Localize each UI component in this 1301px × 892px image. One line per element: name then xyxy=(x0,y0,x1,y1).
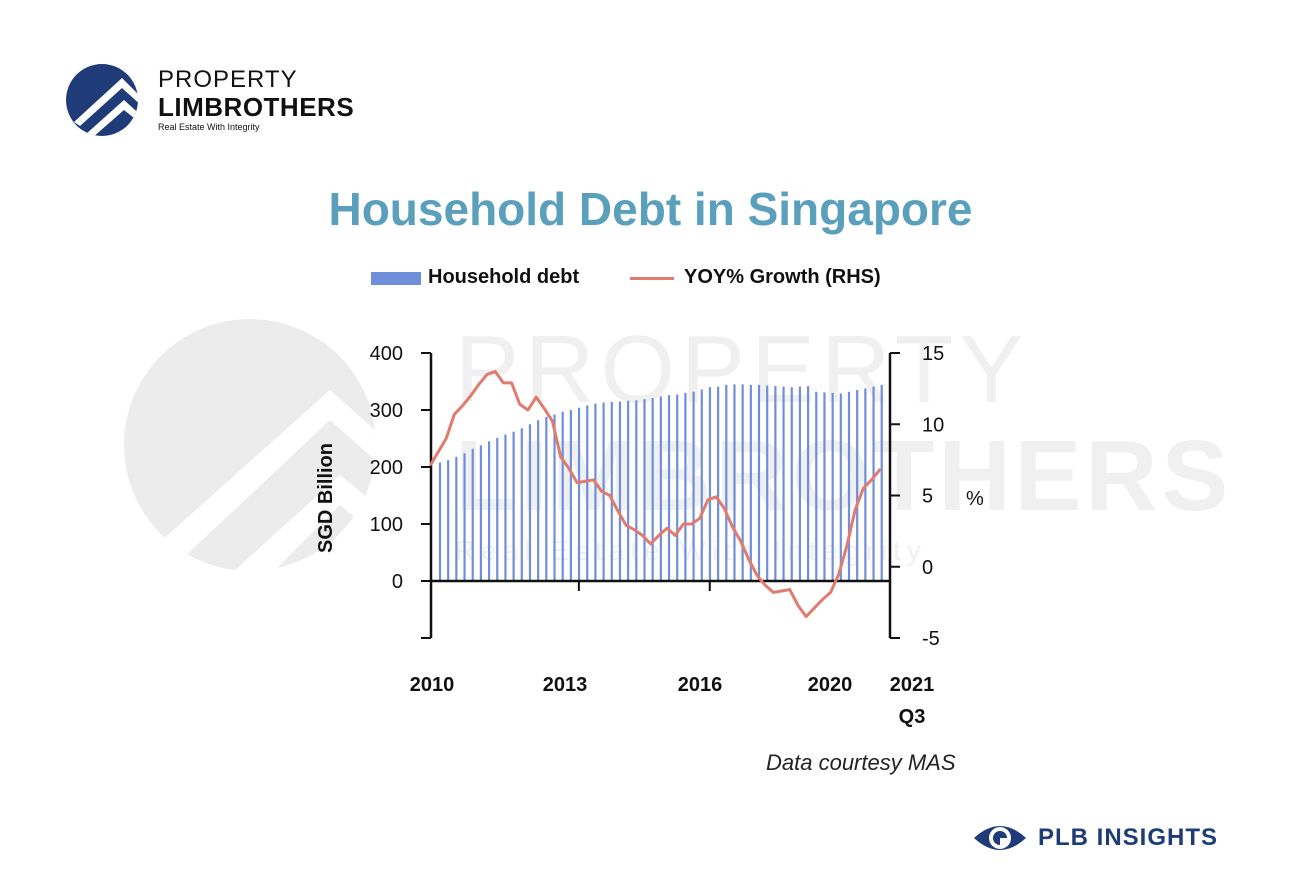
bar xyxy=(463,453,466,581)
brand-name-line2: LIMBROTHERS xyxy=(158,92,355,122)
bar xyxy=(545,416,548,581)
bar xyxy=(487,441,491,581)
bar xyxy=(880,384,883,581)
bar xyxy=(553,414,556,581)
bar xyxy=(528,424,532,581)
footer-brand-text: PLB INSIGHTS xyxy=(1038,824,1219,851)
brand-name-line1: PROPERTY xyxy=(158,66,298,93)
x-tick-sublabel: Q3 xyxy=(899,706,926,728)
y-tick-label-right: 5 xyxy=(922,486,933,508)
legend-swatch-bars xyxy=(371,272,421,285)
bar xyxy=(782,386,785,581)
source-note: Data courtesy MAS xyxy=(766,750,956,775)
x-tick-label: 2020 xyxy=(808,674,853,696)
y-tick-label-right: -5 xyxy=(922,628,940,650)
bar xyxy=(708,387,712,581)
bar xyxy=(872,386,875,581)
y-tick-label-left: 100 xyxy=(370,514,403,536)
bar xyxy=(520,428,523,581)
y-tick-label-left: 400 xyxy=(370,343,403,365)
bar xyxy=(831,392,834,581)
bar xyxy=(856,390,859,581)
bar xyxy=(569,410,572,581)
bar xyxy=(577,407,581,581)
bar xyxy=(496,437,499,581)
bar xyxy=(815,391,818,581)
bar xyxy=(749,384,752,581)
bar xyxy=(586,405,589,581)
bar xyxy=(700,389,703,581)
bar xyxy=(479,445,482,581)
bar xyxy=(733,384,736,581)
bar xyxy=(847,391,851,581)
y-tick-label-left: 200 xyxy=(370,457,403,479)
bar xyxy=(823,392,826,581)
bar xyxy=(798,386,802,581)
bar xyxy=(561,411,564,581)
x-tick-label: 2010 xyxy=(410,674,455,696)
bar xyxy=(684,392,687,581)
bar xyxy=(504,434,507,581)
x-tick-label: 2013 xyxy=(543,674,588,696)
bar xyxy=(757,384,761,581)
bar xyxy=(618,401,622,581)
legend-label-yoy-growth: YOY% Growth (RHS) xyxy=(684,266,881,288)
house-roof-circle-icon xyxy=(66,64,138,136)
bar xyxy=(790,387,793,581)
x-tick-label: 2016 xyxy=(678,674,723,696)
bar xyxy=(667,395,671,581)
x-tick-label: 2021 xyxy=(890,674,935,696)
y-tick-label-left: 300 xyxy=(370,400,403,422)
chart-title: Household Debt in Singapore xyxy=(328,183,973,235)
y-tick-label-right: 15 xyxy=(922,343,944,365)
bar xyxy=(774,386,777,581)
watermark-line1: PROPERTY xyxy=(455,316,1029,423)
bar xyxy=(594,403,597,581)
bar xyxy=(471,448,474,581)
bar xyxy=(766,385,769,581)
bar xyxy=(447,460,450,581)
bar xyxy=(651,398,654,581)
y-tick-label-right: 10 xyxy=(922,414,944,436)
legend-swatch-line xyxy=(630,277,674,280)
bar xyxy=(676,394,679,581)
watermark-logo-mark xyxy=(124,319,376,571)
legend-item-yoy-growth: YOY% Growth (RHS) xyxy=(630,264,930,292)
chart-labels: 0 100 200 300 400 -5 0 5 10 15 2010 2013 2016 2020 202… xyxy=(315,343,984,728)
bar xyxy=(659,396,662,581)
bar xyxy=(741,384,744,581)
bar xyxy=(839,393,842,581)
bar xyxy=(610,402,613,581)
bar xyxy=(635,400,638,581)
y-tick-label-right: 0 xyxy=(922,557,933,579)
bar xyxy=(807,386,810,581)
bar xyxy=(717,386,720,581)
bar xyxy=(537,420,540,581)
bar xyxy=(692,391,695,581)
bar xyxy=(512,431,515,581)
legend-label-household-debt: Household debt xyxy=(428,266,580,288)
y-tick-label-left: 0 xyxy=(392,571,403,593)
yoy-growth-line xyxy=(429,370,882,619)
bar xyxy=(455,456,458,581)
bar xyxy=(438,462,442,581)
brand-tagline: Real Estate With Integrity xyxy=(158,122,260,132)
footer-brand: PLB INSIGHTS xyxy=(972,818,1252,858)
bar xyxy=(643,399,646,581)
bar xyxy=(725,384,728,581)
chart-axes xyxy=(421,352,900,639)
y-axis-label-left: SGD Billion xyxy=(315,443,337,553)
y-axis-label-right: % xyxy=(966,488,984,510)
eye-icon xyxy=(974,826,1026,850)
legend-item-household-debt: Household debt xyxy=(371,264,611,292)
bar xyxy=(627,400,630,581)
brand-logo: PROPERTY LIMBROTHERS Real Estate With In… xyxy=(66,64,386,144)
